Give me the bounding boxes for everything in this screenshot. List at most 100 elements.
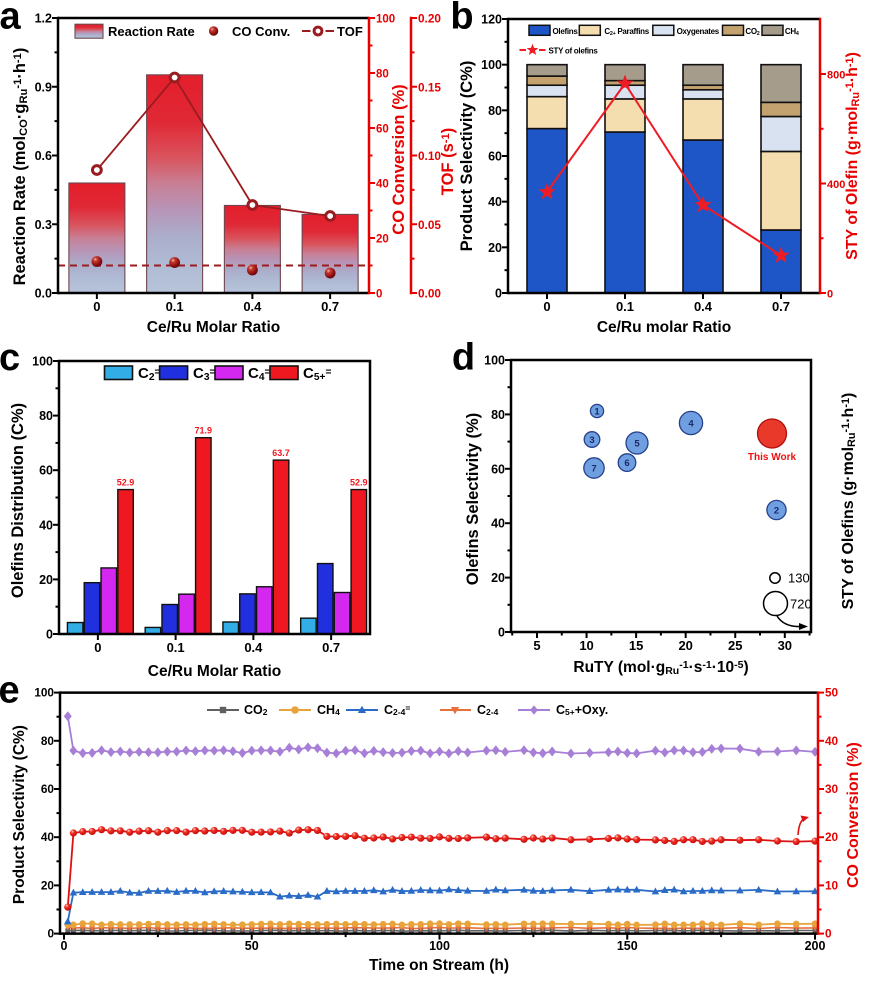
svg-text:400: 400 [827,179,845,191]
svg-text:C4=: C4= [248,365,271,383]
svg-text:60: 60 [41,782,55,796]
svg-text:120: 120 [481,13,502,27]
svg-text:0.20: 0.20 [418,12,441,26]
svg-text:25: 25 [728,638,742,653]
svg-text:Olefins: Olefins [553,27,579,36]
svg-text:CO2: CO2 [745,27,759,37]
svg-text:40: 40 [376,179,389,191]
svg-text:0: 0 [93,299,100,314]
svg-text:Product Selectivity (C%): Product Selectivity (C%) [458,61,476,252]
svg-text:0.7: 0.7 [321,299,339,314]
svg-text:0.4: 0.4 [244,640,263,655]
svg-text:3: 3 [589,435,594,446]
svg-text:15: 15 [629,638,643,653]
svg-text:60: 60 [488,150,502,164]
svg-text:60: 60 [39,464,53,478]
svg-text:7: 7 [591,464,596,475]
svg-text:Ce/Ru Molar Ratio: Ce/Ru Molar Ratio [147,319,280,336]
svg-text:0: 0 [827,289,833,301]
svg-text:40: 40 [39,518,53,532]
svg-text:e: e [0,670,20,712]
svg-text:80: 80 [376,69,389,81]
svg-text:40: 40 [41,830,55,844]
svg-text:30: 30 [778,638,792,653]
svg-text:100: 100 [32,355,53,369]
svg-text:0: 0 [543,299,550,314]
svg-text:60: 60 [491,462,505,476]
svg-text:30: 30 [825,782,839,796]
svg-text:a: a [0,0,21,38]
svg-text:20: 20 [41,878,55,892]
svg-text:52.9: 52.9 [350,478,368,488]
svg-text:This Work: This Work [748,452,797,463]
svg-text:0: 0 [825,927,832,941]
svg-text:60: 60 [376,124,389,136]
svg-text:80: 80 [41,734,55,748]
svg-text:800: 800 [827,70,845,82]
svg-text:0.6: 0.6 [35,149,52,163]
svg-text:200: 200 [805,939,826,953]
svg-text:CH4: CH4 [317,703,340,717]
svg-text:0.4: 0.4 [694,299,713,314]
svg-text:0: 0 [61,939,68,953]
svg-text:20: 20 [376,234,389,246]
svg-text:0: 0 [94,640,101,655]
svg-text:20: 20 [678,638,692,653]
svg-text:80: 80 [39,409,53,423]
svg-text:0: 0 [47,927,54,941]
svg-text:130: 130 [788,571,810,586]
svg-text:100: 100 [34,686,54,700]
svg-text:1: 1 [594,407,600,418]
svg-text:20: 20 [488,241,502,255]
svg-text:C5++Oxy.: C5++Oxy. [556,703,608,717]
svg-text:c: c [0,337,20,379]
svg-text:STY of Olefins (g·molRu-1·h-1): STY of Olefins (g·molRu-1·h-1) [840,393,858,610]
svg-text:0: 0 [498,626,505,640]
svg-text:720: 720 [790,597,812,612]
svg-text:52.9: 52.9 [117,478,135,488]
svg-text:100: 100 [376,14,395,26]
svg-text:0.10: 0.10 [418,149,441,163]
svg-text:Ce/Ru molar Ratio: Ce/Ru molar Ratio [597,319,731,336]
svg-text:C5+=: C5+= [303,365,331,383]
svg-text:63.7: 63.7 [272,448,290,458]
svg-text:C2-4: C2-4 [477,703,499,717]
svg-text:Product Selectivity (C%): Product Selectivity (C%) [11,725,28,904]
svg-text:Ce/Ru Molar Ratio: Ce/Ru Molar Ratio [148,663,281,680]
svg-text:40: 40 [825,734,839,748]
svg-text:6: 6 [624,458,629,469]
svg-text:100: 100 [484,354,505,368]
svg-text:C3=: C3= [193,365,216,383]
svg-text:0.05: 0.05 [418,218,441,232]
svg-text:0: 0 [495,287,502,301]
svg-text:C2-4=: C2-4= [384,703,410,717]
svg-text:0.15: 0.15 [418,80,441,94]
svg-text:d: d [452,337,475,379]
svg-text:Reaction Rate: Reaction Rate [108,24,195,39]
svg-text:0.1: 0.1 [616,299,634,314]
svg-text:5: 5 [634,439,640,450]
svg-text:0: 0 [46,628,53,642]
svg-text:50: 50 [825,686,839,700]
svg-text:CO Conversion (%): CO Conversion (%) [390,84,408,234]
svg-text:0.3: 0.3 [35,218,52,232]
svg-text:TOF (s-1): TOF (s-1) [439,128,457,195]
svg-text:80: 80 [491,408,505,422]
svg-text:100: 100 [429,939,450,953]
svg-text:STY of olefins: STY of olefins [549,46,599,55]
svg-text:CO2: CO2 [244,703,268,717]
svg-text:71.9: 71.9 [195,426,213,436]
svg-text:80: 80 [488,104,502,118]
svg-text:2: 2 [774,506,779,517]
svg-text:5: 5 [533,638,540,653]
svg-text:20: 20 [39,573,53,587]
svg-text:CO Conversion (%): CO Conversion (%) [845,742,862,888]
svg-text:40: 40 [488,195,502,209]
svg-text:C2+ Paraffins: C2+ Paraffins [604,27,649,37]
svg-text:1.2: 1.2 [35,12,52,26]
svg-text:C2=: C2= [138,365,161,383]
svg-text:20: 20 [491,571,505,585]
svg-text:CH4: CH4 [785,27,799,37]
svg-text:100: 100 [481,58,502,72]
svg-text:Oxygenates: Oxygenates [677,27,720,36]
